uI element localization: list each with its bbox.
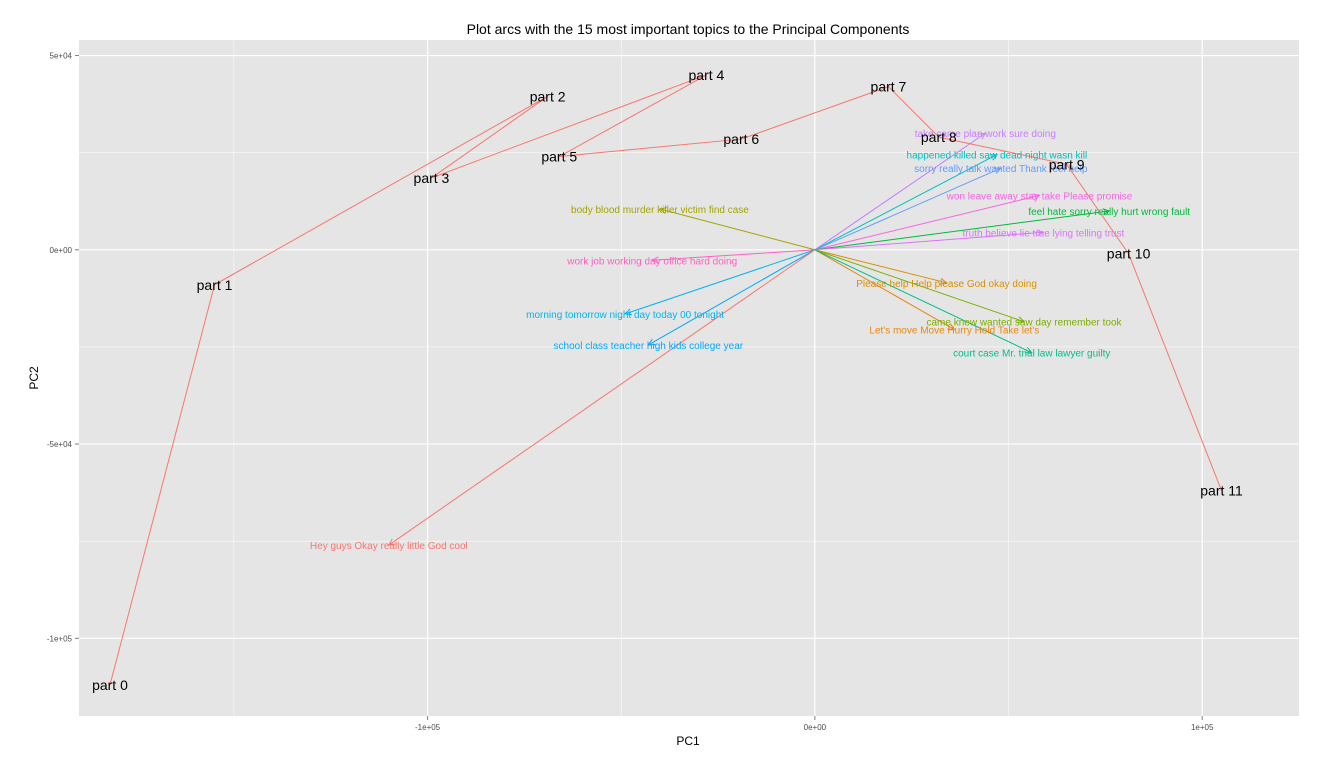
part-label: part 6 bbox=[723, 131, 759, 147]
topic-label: sorry really talk wanted Thank feel help bbox=[914, 164, 1088, 175]
part-label: part 10 bbox=[1107, 246, 1151, 262]
topic-arrow-line bbox=[659, 208, 816, 251]
topic-labels: take came plan work sure doing happened k… bbox=[310, 129, 1190, 552]
x-tick-label: -1e+05 bbox=[415, 723, 441, 732]
part-label: part 0 bbox=[92, 677, 128, 693]
topic-arrow-line bbox=[814, 194, 1040, 251]
topic-arrow-line bbox=[814, 249, 1025, 323]
topic-arrow-line bbox=[648, 249, 816, 346]
topic-arrow-head bbox=[1036, 229, 1045, 237]
topic-arrow-line bbox=[814, 154, 998, 251]
y-axis-title: PC2 bbox=[27, 366, 41, 390]
topic-label: court case Mr. trial law lawyer guilty bbox=[953, 349, 1110, 360]
topic-label: work job working day office hard doing bbox=[566, 256, 737, 267]
topic-arrow-line bbox=[388, 249, 816, 546]
topic-arrow-head bbox=[993, 167, 1002, 174]
topic-arrow-head bbox=[939, 277, 948, 285]
topic-arrow-line bbox=[652, 249, 815, 261]
topic-label: school class teacher high kids college y… bbox=[554, 341, 744, 352]
topic-arrow-head bbox=[947, 323, 956, 331]
part-label: part 4 bbox=[689, 67, 725, 83]
topic-arrow-head bbox=[1017, 316, 1026, 323]
y-tick-label: 5e+04 bbox=[50, 52, 73, 61]
y-tick-label: 0e+00 bbox=[50, 246, 73, 255]
part-label: part 3 bbox=[414, 170, 450, 186]
part-label: part 8 bbox=[921, 129, 957, 145]
grid-minor bbox=[79, 40, 1299, 716]
part-label: part 2 bbox=[530, 88, 566, 104]
topic-label: came knew wanted saw day remember took bbox=[926, 318, 1122, 329]
part-label: part 5 bbox=[541, 149, 577, 165]
topic-label: body blood murder killer victim find cas… bbox=[571, 205, 749, 216]
topic-arrow-head bbox=[1102, 208, 1111, 216]
topic-label: Hey guys Okay really little God cool bbox=[310, 541, 468, 552]
topic-arrow-line bbox=[814, 132, 986, 251]
y-axis-ticks: 5e+04 0e+00 -5e+04 -1e+05 bbox=[47, 52, 79, 643]
topic-arrow-head bbox=[387, 538, 396, 546]
part-labels: part 0 part 1 part 2 part 3 part 4 part 5 part… bbox=[92, 67, 1243, 693]
topic-arrow-head bbox=[658, 207, 667, 214]
part-label: part 7 bbox=[871, 79, 907, 95]
grid-major bbox=[79, 40, 1299, 716]
topic-arrow-head bbox=[651, 256, 659, 264]
arc-path bbox=[109, 74, 1223, 686]
topic-label: Please help Help please God okay doing bbox=[856, 279, 1037, 290]
topic-label: truth believe lie true lying telling tru… bbox=[963, 228, 1125, 239]
x-tick-label: 0e+00 bbox=[804, 723, 827, 732]
topic-label: morning tomorrow night day today 00 toni… bbox=[526, 310, 724, 321]
topic-label: take came plan work sure doing bbox=[915, 129, 1056, 140]
topic-arrow-line bbox=[814, 249, 955, 330]
part-label: part 11 bbox=[1200, 483, 1243, 499]
topic-arrow-head bbox=[989, 154, 998, 161]
topic-label: happened killed saw dead night wasn kill bbox=[907, 151, 1088, 162]
topic-arrow-line bbox=[814, 210, 1110, 251]
x-axis-ticks: -1e+05 0e+00 1e+05 bbox=[415, 716, 1214, 732]
topic-label: won leave away stay take Please promise bbox=[946, 191, 1133, 202]
topic-arrow-line bbox=[814, 249, 947, 284]
y-tick-label: -5e+04 bbox=[47, 440, 73, 449]
topic-arrow-head bbox=[1024, 346, 1033, 354]
part-label: part 1 bbox=[197, 277, 233, 293]
topic-arrow-line bbox=[814, 249, 1032, 354]
topic-arrow-line bbox=[814, 167, 1001, 251]
plot-background bbox=[79, 40, 1299, 716]
y-tick-label: -1e+05 bbox=[47, 634, 73, 643]
parts-arc bbox=[109, 74, 1223, 686]
part-label: part 9 bbox=[1049, 156, 1085, 172]
topic-arrow-head bbox=[647, 338, 656, 346]
topic-arrow-line bbox=[814, 231, 1044, 251]
topic-label: feel hate sorry really hurt wrong fault bbox=[1028, 207, 1190, 218]
topic-arrow-head bbox=[1032, 193, 1041, 201]
topic-arrow-head bbox=[624, 308, 633, 316]
topic-arrow-line bbox=[624, 249, 816, 315]
topic-arrow-head bbox=[978, 132, 987, 140]
chart-title: Plot arcs with the 15 most important top… bbox=[467, 21, 910, 37]
x-tick-label: 1e+05 bbox=[1191, 723, 1214, 732]
topic-arrows bbox=[387, 132, 1111, 546]
x-axis-title: PC1 bbox=[676, 734, 700, 748]
topic-label: Let's move Move Hurry Hold Take let's bbox=[869, 325, 1039, 336]
